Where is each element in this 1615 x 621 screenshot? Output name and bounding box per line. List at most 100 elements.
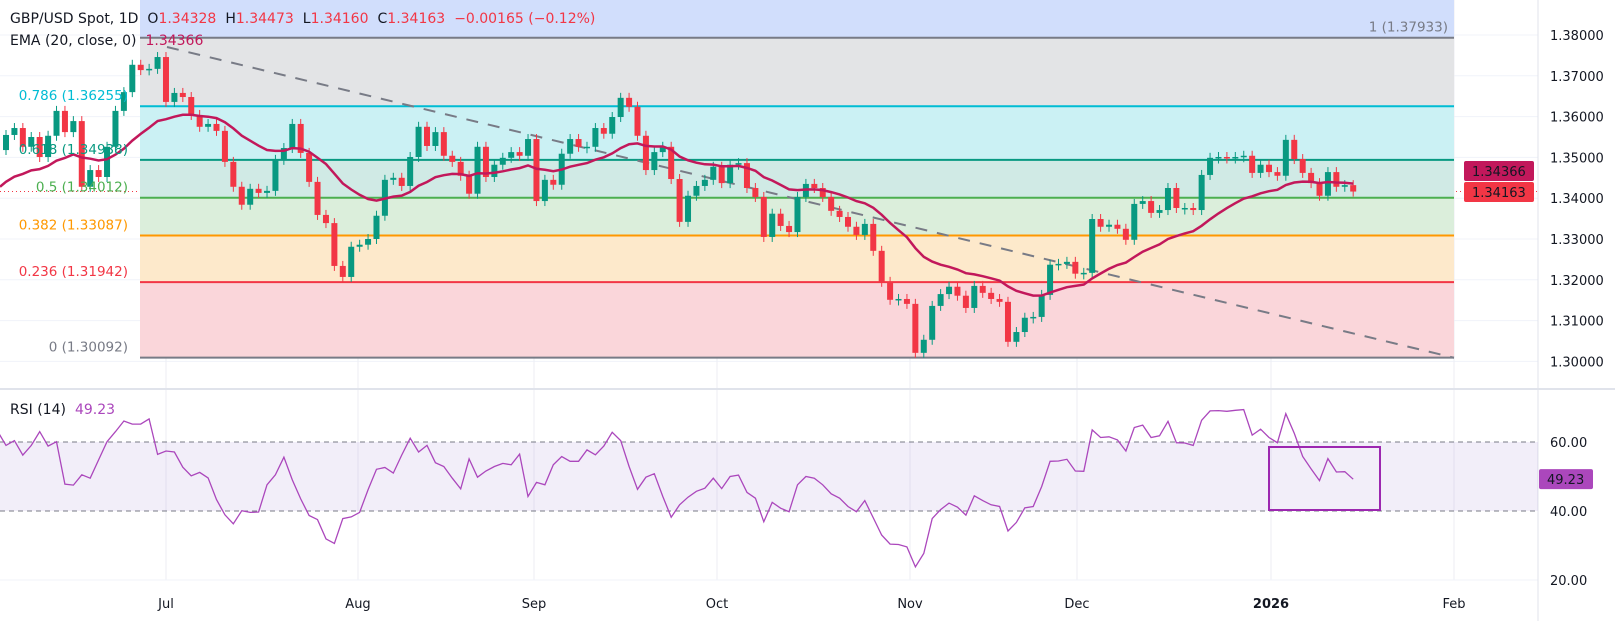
fib-zone [140, 106, 1454, 160]
fib-zone [140, 159, 1454, 198]
candle-down [912, 303, 919, 353]
candle-up [735, 163, 742, 165]
candle-up [1080, 272, 1087, 275]
candle-down [331, 223, 338, 266]
time-tick-label: Aug [345, 597, 370, 612]
candle-down [828, 196, 835, 211]
candle-down [1114, 224, 1121, 229]
candle-down [600, 128, 607, 134]
candle-up [609, 117, 616, 134]
candle-up [861, 223, 868, 235]
candle-down [1097, 219, 1104, 227]
rsi-tick-label: 20.00 [1550, 574, 1587, 589]
candle-up [929, 305, 936, 340]
candle-up [685, 195, 692, 222]
candle-down [449, 155, 456, 162]
candle-up [583, 146, 590, 149]
rsi-panel [0, 408, 1538, 569]
candle-up [1164, 188, 1171, 211]
open-value: 1.34328 [158, 11, 217, 27]
candle-up [508, 152, 515, 158]
candle-up [146, 68, 153, 71]
ema-legend[interactable]: EMA (20, close, 0) 1.34366 [10, 33, 203, 49]
time-tick-label: Nov [897, 597, 923, 612]
candle-down [811, 183, 818, 188]
candle-down [1190, 207, 1197, 211]
candle-down [777, 213, 784, 226]
candle-down [1308, 172, 1315, 184]
candle-up [920, 339, 927, 353]
candle-up [1038, 294, 1045, 317]
rsi-legend[interactable]: RSI (14) 49.23 [10, 402, 115, 418]
ema-legend-label: EMA (20, close, 0) [10, 33, 137, 49]
ema-price-badge-bg [1464, 161, 1534, 181]
ema-line [0, 113, 1354, 297]
candle-up [264, 190, 271, 193]
candle-up [129, 64, 136, 93]
candle-up [28, 137, 35, 147]
rsi-tick-label: 60.00 [1550, 436, 1587, 451]
candle-up [1240, 155, 1247, 158]
price-tick-label: 1.36000 [1550, 111, 1604, 126]
candle-up [659, 146, 666, 153]
fib-level-label: 0.618 (1.34938) [19, 142, 128, 158]
fib-labels: 1 (1.37933) 0.786 (1.36255) 0.618 (1.34938… [19, 20, 1448, 356]
candle-up [1013, 332, 1020, 342]
candle-up [693, 185, 700, 196]
candle-up [946, 286, 953, 295]
candle-up [727, 164, 734, 184]
candle-up [280, 148, 287, 160]
candle-up [289, 123, 296, 149]
candle-up [525, 139, 532, 156]
candle-down [743, 163, 750, 188]
candle-down [19, 128, 26, 147]
symbol-legend: GBP/USD Spot, 1D O 1.34328 H 1.34473 L 1.34… [10, 11, 595, 27]
candle-up [1324, 172, 1331, 196]
candle-up [415, 126, 422, 157]
candle-down [1072, 261, 1079, 274]
rsi-legend-value: 49.23 [74, 402, 116, 418]
time-tick-label: Dec [1064, 597, 1089, 612]
candle-up [592, 128, 599, 147]
candle-up [112, 110, 119, 147]
candle-down [1333, 172, 1340, 187]
price-tick-label: 1.31000 [1550, 315, 1604, 330]
candle-up [120, 92, 127, 111]
ema-price-badge: 1.34366 [1472, 165, 1526, 180]
candle-up [1106, 224, 1113, 227]
candle-up [1055, 263, 1062, 266]
high-value: 1.34473 [235, 11, 294, 27]
price-tick-label: 1.33000 [1550, 233, 1604, 248]
candle-down [786, 225, 793, 233]
candle-up [1257, 164, 1264, 173]
candle-down [853, 226, 860, 235]
candle-up [895, 298, 902, 301]
time-tick-label: Oct [706, 597, 728, 612]
fib-level-label: 0 (1.30092) [49, 340, 128, 356]
close-value: 1.34163 [387, 11, 446, 27]
candle-down [137, 64, 144, 71]
dashed-trendline [166, 46, 1455, 359]
candle-up [247, 188, 254, 205]
candle-down [213, 123, 220, 131]
candle-up [11, 128, 18, 135]
time-tick-label: Sep [522, 597, 547, 612]
candle-up [171, 92, 178, 102]
change-value: −0.00165 (−0.12%) [454, 11, 596, 27]
candle-down [575, 139, 582, 147]
symbol-title[interactable]: GBP/USD Spot, 1D [10, 11, 139, 27]
trendline[interactable] [166, 46, 1455, 359]
candle-up [407, 156, 414, 186]
fib-level-label: 0.786 (1.36255) [19, 88, 128, 104]
candle-down [979, 285, 986, 293]
candle-down [903, 298, 910, 304]
fib-zone [140, 282, 1454, 358]
candle-down [634, 106, 641, 136]
candle-down [398, 177, 405, 186]
fibonacci-retracement[interactable] [140, 0, 1454, 359]
candle-down [188, 97, 195, 115]
candle-up [617, 97, 624, 118]
high-label: H [225, 11, 236, 27]
candle-down [196, 114, 203, 127]
